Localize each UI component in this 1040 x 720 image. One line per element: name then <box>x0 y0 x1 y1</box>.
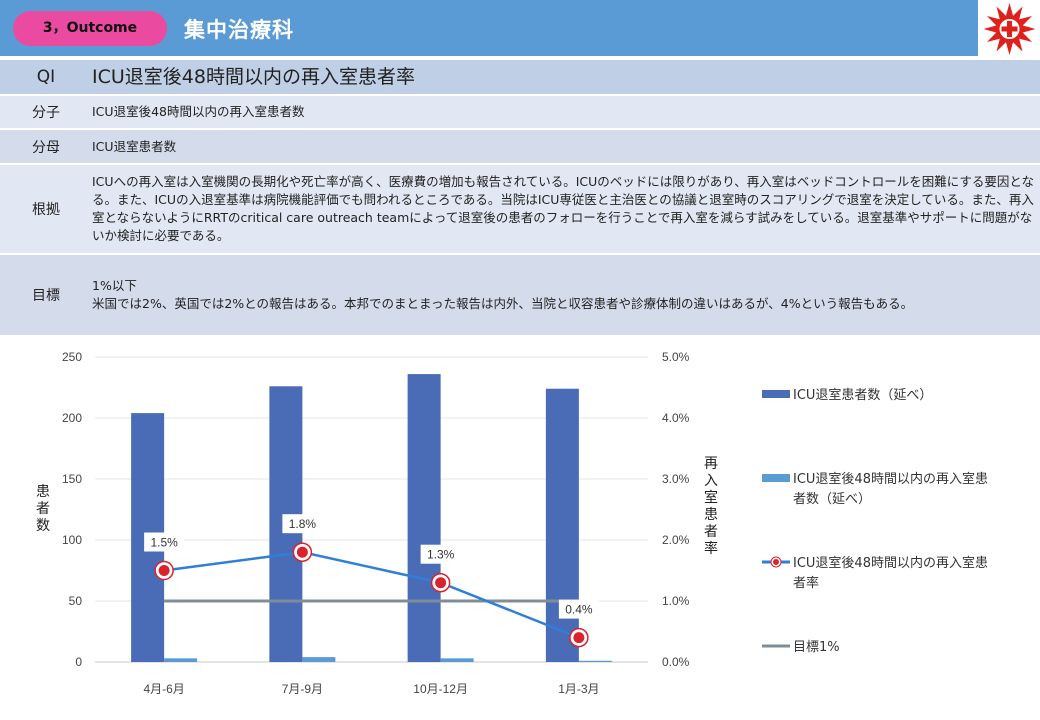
y2-tick-label: 2.0% <box>662 533 690 547</box>
hospital-logo-icon <box>979 0 1040 58</box>
data-label-bg <box>282 514 323 534</box>
legend-label: ICU退室後48時間以内の再入室患者率 <box>793 555 988 591</box>
rate-point-core <box>158 565 170 576</box>
section-badge: 3，Outcome <box>13 11 167 46</box>
x-tick-label: 1月-3月 <box>558 682 599 696</box>
numerator-label: 分子 <box>0 94 92 129</box>
rate-point <box>154 560 174 581</box>
target-row: 目標 1%以下 米国では2%、英国では2%との報告はある。本邦でのまとまった報告… <box>0 253 1040 335</box>
rate-point-core <box>573 632 585 644</box>
legend-label: 目標1% <box>793 640 840 655</box>
legend-label: ICU退室患者数（延べ） <box>793 387 932 403</box>
denominator-value: ICU退室患者数 <box>92 128 1040 164</box>
header-bar: 3，Outcome 集中治療科 <box>0 0 978 56</box>
y-tick-label: 100 <box>62 533 82 547</box>
rationale-value: ICUへの再入室は入室機関の長期化や死亡率が高く、医療費の増加も報告されている。… <box>92 163 1040 254</box>
y-tick-label: 50 <box>69 594 83 608</box>
x-tick-label: 4月-6月 <box>143 682 184 696</box>
bar-readmitted <box>302 657 336 662</box>
bar-discharged <box>269 386 303 662</box>
rate-point <box>430 572 451 593</box>
y-axis-label: 患者数 <box>36 484 50 534</box>
bar-readmitted <box>440 658 474 662</box>
data-label-bg <box>558 599 599 619</box>
data-label: 1.8% <box>289 517 317 531</box>
legend-swatch <box>762 474 790 482</box>
data-label: 1.3% <box>427 548 455 562</box>
target-label: 目標 <box>0 253 92 335</box>
qi-value: ICU退室後48時間以内の再入室患者率 <box>92 58 1040 95</box>
bar-discharged <box>545 388 579 662</box>
rationale-row: 根拠 ICUへの再入室は入室機関の長期化や死亡率が高く、医療費の増加も報告されて… <box>0 163 1040 254</box>
y2-tick-label: 1.0% <box>662 594 690 608</box>
legend-marker-core <box>773 559 779 565</box>
y2-tick-label: 0.0% <box>662 655 690 669</box>
rate-point <box>569 627 589 648</box>
y-tick-label: 150 <box>62 472 82 486</box>
numerator-row: 分子 ICU退室後48時間以内の再入室患者数 <box>0 94 1040 129</box>
data-label: 1.5% <box>150 536 178 550</box>
rate-point-core <box>296 546 308 558</box>
y2-tick-label: 3.0% <box>662 472 690 486</box>
legend-marker <box>770 556 782 568</box>
legend-swatch <box>762 390 790 398</box>
target-value: 1%以下 米国では2%、英国では2%との報告はある。本邦でのまとまった報告は内外… <box>92 253 1040 335</box>
target-note: 米国では2%、英国では2%との報告はある。本邦でのまとまった報告は内外、当院と収… <box>92 296 914 311</box>
department-title: 集中治療科 <box>184 18 294 42</box>
x-tick-label: 10月-12月 <box>413 682 468 696</box>
bar-readmitted <box>164 658 198 662</box>
rate-point <box>292 542 313 562</box>
qi-label: QI <box>0 58 92 95</box>
data-label-bg <box>144 532 185 552</box>
qi-table: QI ICU退室後48時間以内の再入室患者率 分子 ICU退室後48時間以内の再… <box>0 58 1040 335</box>
bar-discharged <box>407 374 441 662</box>
rate-line <box>163 550 580 639</box>
y-tick-label: 200 <box>62 411 82 425</box>
rationale-label: 根拠 <box>0 163 92 254</box>
target-goal: 1%以下 <box>92 278 137 293</box>
y2-tick-label: 4.0% <box>662 411 690 425</box>
y-tick-label: 0 <box>75 655 82 669</box>
denominator-row: 分母 ICU退室患者数 <box>0 128 1040 164</box>
y2-tick-label: 5.0% <box>662 350 690 364</box>
legend-label: ICU退室後48時間以内の再入室患者数（延べ） <box>793 471 988 507</box>
denominator-label: 分母 <box>0 128 92 164</box>
y2-axis-label: 再入室患者率 <box>704 456 718 557</box>
data-label: 0.4% <box>565 603 593 617</box>
qi-row: QI ICU退室後48時間以内の再入室患者率 <box>0 58 1040 95</box>
numerator-value: ICU退室後48時間以内の再入室患者数 <box>92 94 1040 129</box>
y-tick-label: 250 <box>62 350 82 364</box>
rate-point-core <box>435 577 447 589</box>
bar-discharged <box>131 413 165 662</box>
bar-readmitted <box>578 660 612 662</box>
x-tick-label: 7月-9月 <box>282 682 323 696</box>
data-label-bg <box>420 544 461 564</box>
